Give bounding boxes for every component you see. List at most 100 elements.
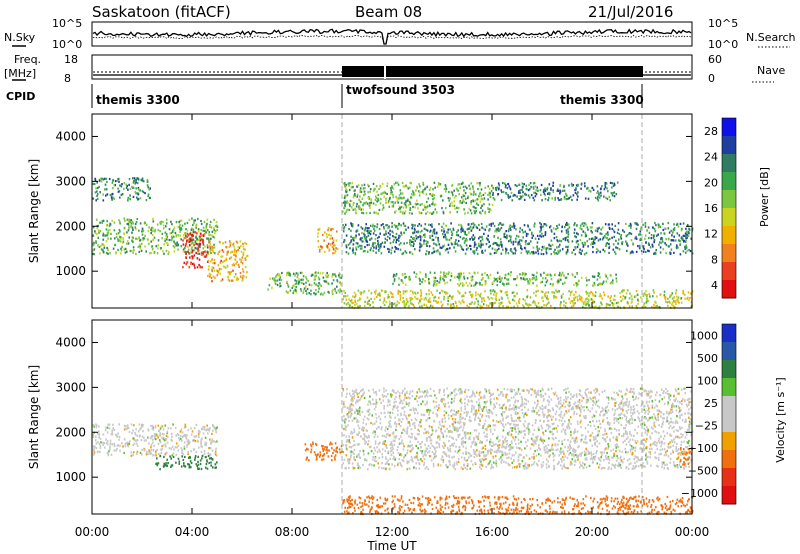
power-pixel xyxy=(99,221,101,224)
velocity-pixel xyxy=(152,426,154,429)
power-pixel xyxy=(501,191,503,194)
power-pixel xyxy=(605,274,607,278)
power-pixel xyxy=(548,183,551,186)
power-pixel xyxy=(210,276,213,280)
power-pixel xyxy=(493,277,496,280)
power-pixel xyxy=(635,290,638,293)
velocity-pixel xyxy=(510,508,513,511)
power-pixel xyxy=(151,248,154,251)
velocity-pixel xyxy=(209,447,212,450)
power-pixel xyxy=(592,294,594,297)
power-pixel xyxy=(499,289,502,293)
velocity-pixel xyxy=(112,427,115,430)
power-pixel xyxy=(606,237,608,240)
power-pixel xyxy=(202,243,205,246)
power-pixel xyxy=(463,236,465,240)
power-pixel xyxy=(133,249,135,252)
power-pixel xyxy=(502,282,504,285)
velocity-pixel xyxy=(572,508,575,511)
power-pixel xyxy=(574,296,577,299)
velocity-pixel xyxy=(183,434,186,437)
power-pixel xyxy=(135,181,137,184)
velocity-pixel xyxy=(166,430,169,433)
velocity-pixel xyxy=(602,497,605,500)
power-pixel xyxy=(542,253,545,256)
power-pixel xyxy=(444,282,446,285)
power-pixel xyxy=(608,226,611,229)
power-pixel xyxy=(117,232,120,235)
power-pixel xyxy=(556,290,559,293)
power-pixel xyxy=(424,208,427,211)
power-pixel xyxy=(378,228,381,231)
power-pixel xyxy=(343,302,346,305)
power-pixel xyxy=(572,184,574,187)
power-pixel xyxy=(688,232,690,235)
power-pixel xyxy=(208,272,211,275)
power-pixel xyxy=(101,221,103,224)
power-pixel xyxy=(359,207,361,210)
velocity-pixel xyxy=(684,511,687,514)
velocity-pixel xyxy=(599,498,602,501)
power-pixel xyxy=(136,192,139,195)
power-pixel xyxy=(610,192,613,195)
power-pixel xyxy=(400,224,402,227)
power-pixel xyxy=(540,252,543,255)
power-pixel xyxy=(585,234,588,237)
velocity-pixel xyxy=(211,432,213,435)
power-pixel xyxy=(531,236,533,239)
velocity-pixel xyxy=(306,456,308,459)
velocity-pixel xyxy=(158,452,160,456)
velocity-pixel xyxy=(124,427,127,430)
velocity-pixel xyxy=(129,440,131,443)
power-pixel xyxy=(365,223,367,226)
velocity-pixel xyxy=(568,511,570,514)
power-pixel xyxy=(480,246,482,249)
power-pixel xyxy=(369,233,372,236)
power-pixel xyxy=(387,294,390,297)
power-pixel xyxy=(398,197,401,200)
power-pixel xyxy=(355,242,358,245)
velocity-pixel xyxy=(175,461,177,464)
velocity-pixel xyxy=(440,508,442,511)
velocity-pixel xyxy=(630,510,633,514)
power-pixel xyxy=(606,187,608,190)
velocity-pixel xyxy=(201,428,203,431)
velocity-pixel xyxy=(421,503,423,506)
power-pixel xyxy=(229,242,232,245)
power-pixel xyxy=(189,256,191,259)
power-pixel xyxy=(586,279,588,282)
power-pixel xyxy=(472,238,474,241)
power-pixel xyxy=(514,278,517,281)
power-pixel xyxy=(466,277,469,280)
power-pixel xyxy=(273,277,276,280)
power-pixel xyxy=(613,195,616,198)
velocity-pixel xyxy=(181,439,183,442)
power-pixel xyxy=(593,242,596,245)
power-pixel xyxy=(379,298,381,301)
power-pixel xyxy=(501,243,503,246)
power-pixel xyxy=(472,234,475,237)
velocity-pixel xyxy=(92,424,95,427)
power-pixel xyxy=(152,238,154,242)
velocity-pixel xyxy=(398,511,401,514)
power-pixel xyxy=(682,222,685,225)
power-pixel xyxy=(125,186,128,189)
power-pixel xyxy=(492,193,494,196)
power-pixel xyxy=(493,293,495,296)
velocity-pixel xyxy=(663,511,666,514)
colorbar-frame xyxy=(721,117,737,299)
velocity-pixel xyxy=(516,511,518,514)
power-pixel xyxy=(112,187,114,190)
velocity-pixel xyxy=(164,463,167,466)
power-pixel xyxy=(579,298,582,301)
power-pixel xyxy=(212,262,214,265)
velocity-pixel xyxy=(144,448,146,451)
power-pixel xyxy=(242,270,245,273)
power-pixel xyxy=(109,232,112,235)
power-pixel xyxy=(196,247,198,250)
power-pixel xyxy=(106,193,109,196)
velocity-pixel xyxy=(549,510,551,513)
power-pixel xyxy=(605,302,608,306)
velocity-pixel xyxy=(667,507,670,510)
power-pixel xyxy=(484,290,486,293)
